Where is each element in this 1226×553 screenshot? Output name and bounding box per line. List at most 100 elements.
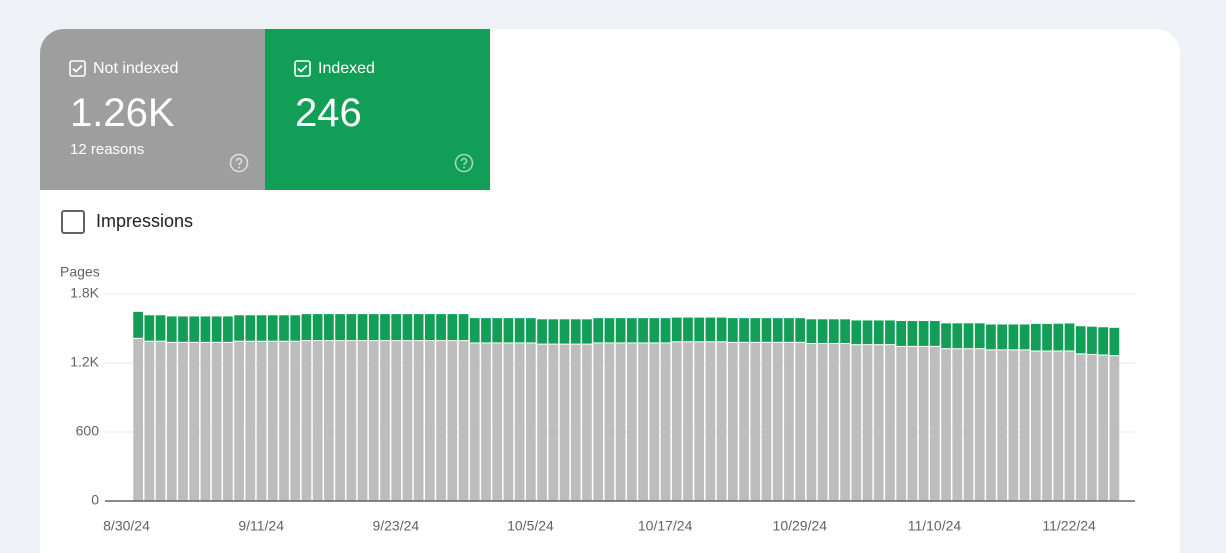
- bar-segment: [784, 318, 794, 342]
- bar-segment: [1042, 323, 1052, 351]
- bar-segment: [963, 323, 974, 349]
- bar-segment: [245, 341, 256, 501]
- y-tick-label: 0: [91, 492, 99, 508]
- bar-segment: [952, 349, 963, 501]
- help-icon[interactable]: [454, 153, 474, 173]
- bar-segment: [402, 341, 413, 501]
- bar-segment: [166, 316, 177, 342]
- bar-segment: [615, 343, 626, 501]
- bar-segment: [974, 323, 985, 349]
- bar-segment: [469, 318, 480, 343]
- bar-segment: [1019, 324, 1030, 350]
- bar-segment: [885, 345, 895, 501]
- bar-segment: [929, 346, 940, 501]
- impressions-checkbox[interactable]: [61, 210, 85, 234]
- bar-segment: [817, 344, 828, 501]
- bar-segment: [380, 314, 390, 341]
- bar-segment: [155, 341, 166, 501]
- y-tick-label: 1.8K: [70, 285, 99, 301]
- bar-segment: [570, 319, 581, 344]
- bar-segment: [256, 315, 267, 341]
- impressions-label[interactable]: Impressions: [96, 211, 194, 231]
- bar-segment: [503, 318, 514, 343]
- bar-segment: [840, 319, 850, 344]
- bar-segment: [526, 318, 536, 343]
- bar-segment: [290, 315, 301, 341]
- not-indexed-tile[interactable]: Not indexed 1.26K 12 reasons: [40, 29, 265, 190]
- bar-segment: [896, 321, 907, 346]
- bar-segment: [683, 317, 693, 342]
- bar-segment: [638, 318, 648, 343]
- bar-segment: [1064, 323, 1075, 351]
- bar-segment: [840, 344, 850, 501]
- bar-segment: [312, 314, 323, 341]
- bar-segment: [301, 341, 312, 501]
- bar-segment: [211, 342, 222, 501]
- bar-segment: [380, 341, 390, 501]
- bar-segment: [1109, 356, 1120, 501]
- bar-segment: [795, 342, 806, 501]
- bar-segment: [391, 314, 402, 341]
- bar-segment: [368, 341, 379, 501]
- bar-segment: [346, 314, 357, 341]
- bar-segment: [178, 316, 188, 342]
- bar-segment: [402, 314, 413, 341]
- checkbox[interactable]: [69, 60, 86, 77]
- x-tick-label: 11/22/24: [1042, 518, 1096, 534]
- help-icon[interactable]: [229, 153, 249, 173]
- x-tick-label: 8/30/24: [103, 518, 150, 534]
- bar-segment: [324, 341, 334, 501]
- y-tick-label: 600: [76, 423, 100, 439]
- bar-segment: [548, 344, 559, 501]
- bar-segment: [806, 344, 817, 501]
- bar-segment: [918, 321, 929, 346]
- bar-segment: [851, 320, 862, 345]
- bar-segment: [739, 318, 749, 342]
- bar-segment: [784, 342, 794, 501]
- bar-segment: [660, 343, 671, 501]
- bar-segment: [335, 341, 345, 501]
- bar-segment: [671, 342, 682, 501]
- bar-segment: [346, 341, 357, 501]
- bar-segment: [133, 311, 143, 338]
- bar-segment: [368, 314, 379, 341]
- bar-segment: [649, 343, 660, 501]
- bar-segment: [638, 343, 648, 501]
- bar-segment: [604, 343, 615, 501]
- bar-segment: [1087, 354, 1097, 501]
- bar-segment: [929, 321, 940, 346]
- checkbox[interactable]: [294, 60, 311, 77]
- bar-segment: [1030, 323, 1041, 351]
- bar-segment: [335, 314, 345, 341]
- tile-value: 1.26K: [70, 91, 175, 135]
- bar-segment: [705, 317, 716, 342]
- bar-segment: [301, 314, 312, 341]
- bar-segment: [155, 315, 166, 341]
- bar-segment: [1109, 327, 1120, 356]
- bar-segment: [873, 320, 884, 345]
- bar-segment: [918, 346, 929, 501]
- bar-segment: [391, 341, 402, 501]
- bar-segment: [447, 341, 458, 501]
- bar-segment: [885, 320, 895, 345]
- bar-segment: [200, 316, 211, 342]
- bar-segment: [716, 317, 727, 342]
- bar-segment: [413, 314, 424, 341]
- bar-segment: [357, 341, 368, 501]
- bar-segment: [234, 315, 244, 341]
- bar-segment: [514, 343, 525, 501]
- bar-segment: [537, 319, 547, 344]
- bar-segment: [683, 342, 693, 501]
- bar-segment: [1087, 326, 1097, 354]
- bar-segment: [817, 319, 828, 344]
- bar-segment: [593, 318, 604, 343]
- bar-segment: [144, 315, 155, 341]
- bar-segment: [256, 341, 267, 501]
- bar-segment: [290, 341, 301, 501]
- bar-segment: [716, 342, 727, 501]
- bar-segment: [795, 318, 806, 342]
- bar-segment: [649, 318, 660, 343]
- bar-segment: [279, 315, 289, 341]
- bar-segment: [1042, 351, 1052, 501]
- indexed-tile[interactable]: Indexed 246: [265, 29, 490, 190]
